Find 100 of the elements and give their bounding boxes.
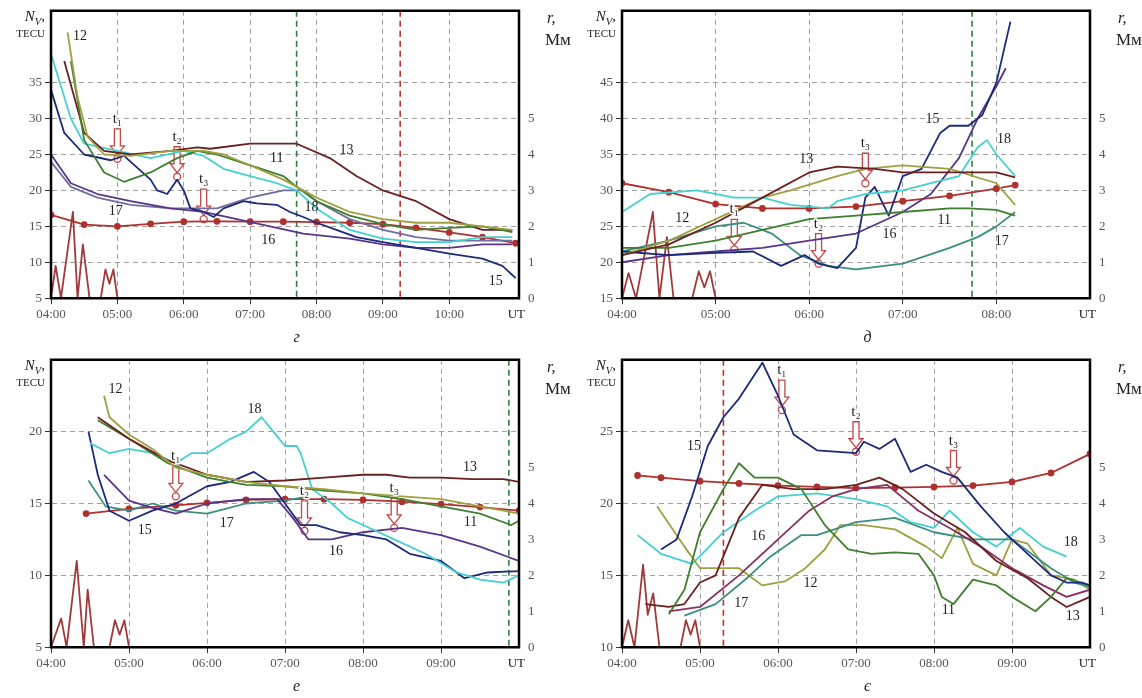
series-label: 18 [1063,533,1078,549]
x-tick-label: 04:00 [607,306,637,322]
series-label: 13 [1065,608,1080,624]
x-tick-label: 05:00 [114,655,144,671]
y2-tick-label: 2 [528,217,535,233]
annotation: t₁ [777,361,787,378]
x-tick-label: 04:00 [607,655,637,671]
annotation: t₃ [198,170,209,187]
series-label: 18 [247,400,262,416]
x-tick-label: 07:00 [270,655,300,671]
y-tick-label: 5 [35,289,42,305]
x-tick-label: 07:00 [887,306,918,322]
annotation: t₁ [729,200,740,217]
annotation: t₃ [948,431,959,448]
y-tick-label: 5 [35,638,42,654]
y-tick-label: 45 [600,74,613,90]
series-label: 12 [803,575,818,591]
y2-tick-label: 4 [528,145,535,161]
y-tick-label: 35 [600,145,613,161]
series-label: 16 [751,528,766,544]
annotation: t₂ [172,127,182,144]
y-tick-label: 15 [600,289,613,305]
x-tick-label: 05:00 [700,306,731,322]
y-tick-label: 25 [29,145,42,161]
annotation: t₃ [860,134,871,151]
series-label: 17 [994,232,1009,248]
y2-tick-label: 4 [1099,494,1106,510]
y-tick-label: 20 [29,423,42,439]
series-label: 17 [219,514,234,530]
series-label: 15 [137,521,152,537]
y-tick-label: 25 [600,217,613,233]
series-label: 12 [73,28,88,44]
series-label: 15 [925,110,940,126]
text: є [864,676,872,694]
x-axis-title: UT [1078,655,1097,671]
y-tick-label: 10 [600,638,613,654]
annotation: t₁ [112,109,123,126]
y2-tick-label: 0 [1099,289,1106,305]
y2-tick-label: 5 [1099,459,1106,474]
annotation: t₂ [813,214,824,231]
x-tick-label: 07:00 [841,655,871,671]
x-tick-label: 04:00 [36,306,66,322]
x-tick-label: 09:00 [426,655,456,671]
text: е [292,676,301,694]
y2-tick-label: 3 [1099,181,1106,197]
text: г [293,327,300,345]
y-tick-label: 10 [29,253,42,269]
y2-tick-label: 3 [1099,530,1106,546]
y2-tick-label: 0 [528,289,535,305]
x-tick-label: 10:00 [434,306,465,322]
y2-tick-label: 5 [1099,110,1106,125]
annotation: t₂ [851,402,861,419]
x-tick-label: 06:00 [168,306,199,322]
y-tick-label: 10 [29,566,42,582]
series-label: 17 [734,594,749,610]
y-tick-label: 20 [29,181,42,197]
x-tick-label: 04:00 [36,655,66,671]
y2-tick-label: 1 [1099,253,1106,269]
y-tick-label: 15 [600,566,613,582]
series-label: 16 [328,543,343,559]
x-tick-label: 09:00 [997,655,1027,671]
series-label: 11 [270,150,284,166]
x-axis-title: UT [507,306,526,322]
y2-tick-label: 5 [528,110,535,125]
series-label: 11 [937,212,952,228]
series-label: 13 [339,142,354,158]
y2-tick-label: 2 [1099,566,1106,582]
series-label: 13 [799,150,814,166]
y-tick-label: 20 [600,494,613,510]
y2-tick-label: 0 [1099,638,1106,654]
x-tick-label: 08:00 [301,306,332,322]
text: д [863,327,872,345]
y2-tick-label: 3 [528,530,535,546]
y2-tick-label: 1 [1099,602,1106,618]
x-tick-label: 06:00 [192,655,222,671]
y2-axis-title: r, Мм [545,357,572,398]
series-label: 15 [686,438,701,454]
y2-axis-title: r, Мм [1116,357,1142,398]
x-tick-label: 09:00 [368,306,398,322]
series-label: 12 [108,380,123,396]
series-label: 15 [488,272,503,288]
series-label: 16 [261,231,276,247]
y2-tick-label: 4 [528,494,535,510]
y-tick-label: 25 [600,423,613,439]
y-tick-label: 30 [600,181,613,197]
y2-tick-label: 1 [528,602,535,618]
y-tick-label: 15 [29,494,42,510]
series-label: 12 [675,209,690,225]
y-tick-label: 15 [29,217,42,233]
y2-tick-label: 1 [528,253,535,269]
y-tick-label: 20 [600,253,613,269]
x-axis-title: UT [507,655,526,671]
x-tick-label: 05:00 [685,655,715,671]
y2-axis-title: r, Мм [1116,8,1142,49]
y2-tick-label: 3 [528,181,535,197]
series-label: 11 [941,601,956,617]
x-tick-label: 08:00 [348,655,378,671]
series-label: 18 [997,130,1012,146]
y2-tick-label: 5 [528,459,535,474]
y-tick-label: 30 [29,110,42,125]
